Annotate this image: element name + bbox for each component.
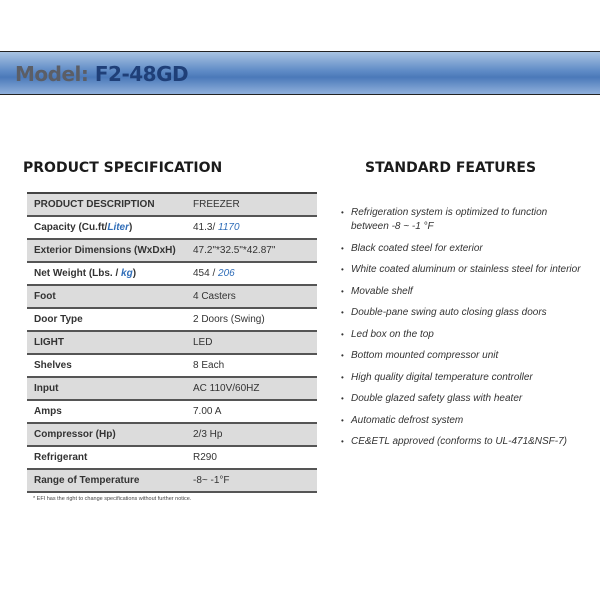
text: 8 Each <box>193 360 225 371</box>
feature-item: Double-pane swing auto closing glass doo… <box>340 306 581 320</box>
spec-row: Amps 7.00 A <box>27 401 317 424</box>
feature-item: White coated aluminum or stainless steel… <box>340 263 581 277</box>
text: 41.3/ <box>193 222 219 233</box>
text: 2 Doors (Swing) <box>193 314 265 325</box>
spec-row: Net Weight (Lbs. / kg) 454 / 206 <box>27 263 317 286</box>
text: ) <box>132 268 137 279</box>
spec-row: Exterior Dimensions (WxDxH) 47.2"*32.5"*4… <box>27 240 317 263</box>
feature-item: Automatic defrost system <box>340 414 581 428</box>
spec-value: 454 / 206 <box>193 268 317 279</box>
text: LED <box>193 337 213 348</box>
model-banner: Model: F2-48GD <box>0 51 600 95</box>
spec-label: Shelves <box>27 360 193 371</box>
text: Amps <box>34 406 62 417</box>
spec-value: 4 Casters <box>193 291 317 302</box>
spec-row: Refrigerant R290 <box>27 447 317 470</box>
spec-heading: PRODUCT SPECIFICATION <box>23 160 223 176</box>
spec-label: Refrigerant <box>27 452 193 463</box>
feature-item: Black coated steel for exterior <box>340 242 581 256</box>
text: 2/3 Hp <box>193 429 223 440</box>
text: R290 <box>193 452 217 463</box>
spec-label: Exterior Dimensions (WxDxH) <box>27 245 193 256</box>
spec-row: Range of Temperature -8~ -1°F <box>27 470 317 493</box>
text: Refrigerant <box>34 452 88 463</box>
text: -8~ -1°F <box>193 475 230 486</box>
text: Shelves <box>34 360 72 371</box>
spec-row: Capacity (Cu.ft/Liter) 41.3/ 1170 <box>27 217 317 240</box>
text: 1170 <box>218 222 240 233</box>
spec-row: Shelves 8 Each <box>27 355 317 378</box>
text: Net Weight (Lbs. / <box>34 268 122 279</box>
text: Liter <box>107 222 130 233</box>
text: 4 Casters <box>193 291 236 302</box>
model-number: F2-48GD <box>94 62 189 86</box>
text: Exterior Dimensions (WxDxH) <box>34 245 176 256</box>
text: kg <box>121 268 133 279</box>
footnote: * EFI has the right to change specificat… <box>33 496 192 502</box>
spec-row: PRODUCT DESCRIPTION FREEZER <box>27 194 317 217</box>
spec-label: Compressor (Hp) <box>27 429 193 440</box>
text: 47.2"*32.5"*42.87" <box>193 245 276 256</box>
spec-row: Door Type 2 Doors (Swing) <box>27 309 317 332</box>
spec-label: Foot <box>27 291 193 302</box>
text: AC 110V/60HZ <box>193 383 260 394</box>
feature-item: Led box on the top <box>340 328 581 342</box>
text: LIGHT <box>34 337 64 348</box>
spec-value: LED <box>193 337 317 348</box>
spec-value: -8~ -1°F <box>193 475 317 486</box>
spec-value: 2/3 Hp <box>193 429 317 440</box>
spec-value: 2 Doors (Swing) <box>193 314 317 325</box>
spec-table: PRODUCT DESCRIPTION FREEZER Capacity (Cu.f… <box>27 192 317 493</box>
spec-label: Net Weight (Lbs. / kg) <box>27 268 193 279</box>
spec-row: Foot 4 Casters <box>27 286 317 309</box>
text: 7.00 A <box>193 406 222 417</box>
text: Capacity (Cu.ft/ <box>34 222 108 233</box>
feature-item: Movable shelf <box>340 285 581 299</box>
spec-value: 41.3/ 1170 <box>193 222 317 233</box>
text: Door Type <box>34 314 83 325</box>
text: 454 / <box>193 268 219 279</box>
spec-label: Door Type <box>27 314 193 325</box>
text: ) <box>129 222 133 233</box>
feature-item: Refrigeration system is optimized to fun… <box>340 206 561 234</box>
spec-label: Amps <box>27 406 193 417</box>
features-list: Refrigeration system is optimized to fun… <box>340 206 581 457</box>
text: PRODUCT DESCRIPTION <box>34 199 155 210</box>
spec-label: Range of Temperature <box>27 475 193 486</box>
spec-label: PRODUCT DESCRIPTION <box>27 199 193 210</box>
text: Compressor (Hp) <box>34 429 116 440</box>
text: Input <box>34 383 59 394</box>
spec-label: LIGHT <box>27 337 193 348</box>
feature-item: High quality digital temperature control… <box>340 371 581 385</box>
features-heading: STANDARD FEATURES <box>365 160 537 176</box>
text: Foot <box>34 291 56 302</box>
model-title: Model: F2-48GD <box>15 62 189 86</box>
text: FREEZER <box>193 199 240 210</box>
spec-value: R290 <box>193 452 317 463</box>
text: 206 <box>218 268 235 279</box>
spec-value: 8 Each <box>193 360 317 371</box>
spec-label: Input <box>27 383 193 394</box>
spec-value: AC 110V/60HZ <box>193 383 317 394</box>
feature-item: CE&ETL approved (conforms to UL-471&NSF-… <box>340 435 581 449</box>
text: Range of Temperature <box>34 475 140 486</box>
feature-item: Bottom mounted compressor unit <box>340 349 581 363</box>
spec-row: LIGHT LED <box>27 332 317 355</box>
feature-item: Double glazed safety glass with heater <box>340 392 581 406</box>
spec-row: Compressor (Hp) 2/3 Hp <box>27 424 317 447</box>
spec-row: Input AC 110V/60HZ <box>27 378 317 401</box>
spec-value: FREEZER <box>193 199 317 210</box>
spec-value: 7.00 A <box>193 406 317 417</box>
spec-value: 47.2"*32.5"*42.87" <box>193 245 317 256</box>
spec-label: Capacity (Cu.ft/Liter) <box>27 222 193 233</box>
